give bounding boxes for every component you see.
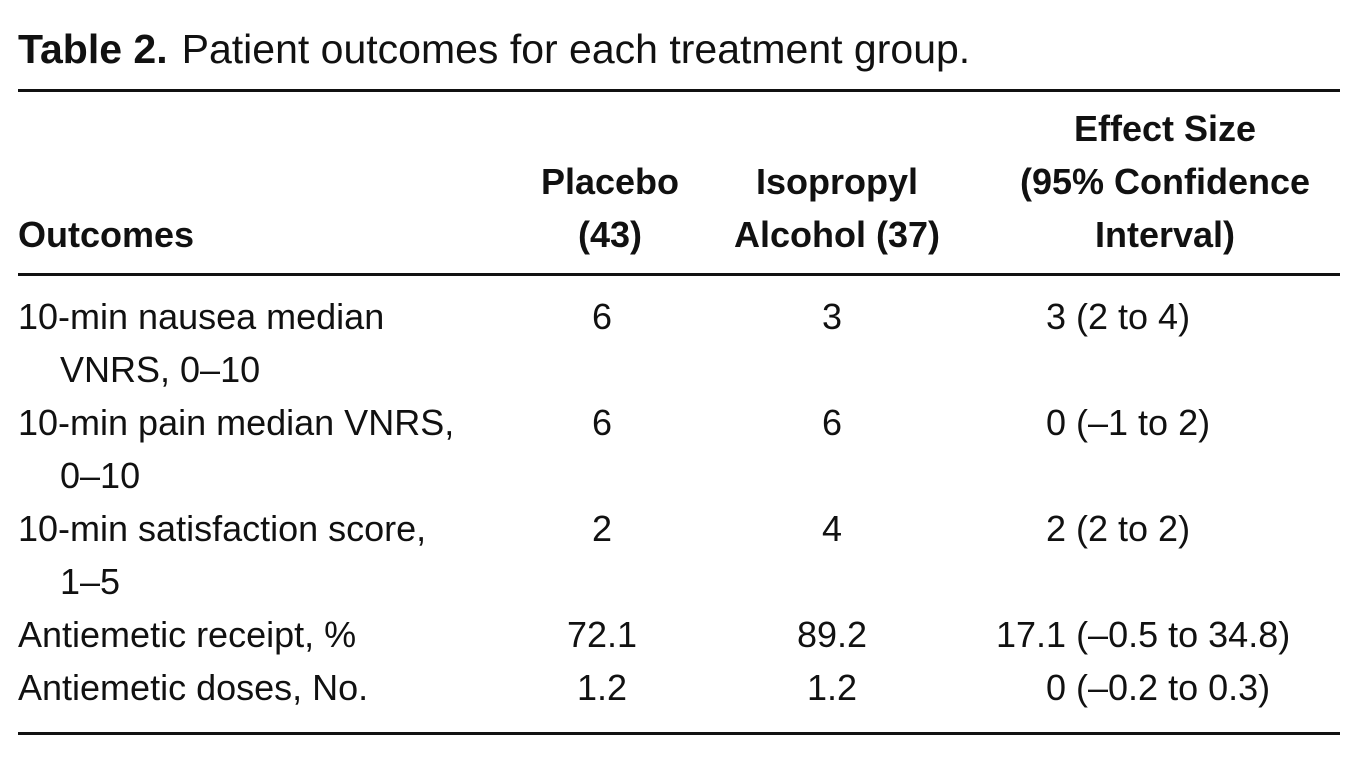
table-caption: Table 2. Patient outcomes for each treatm… [18, 24, 970, 74]
table-row-5-placebo: 1.2 [576, 667, 628, 708]
table-row-3-effect: 2 (2 to 2) [1046, 508, 1191, 549]
table-row-5-isopropyl: 1.2 [806, 667, 858, 708]
table-row-4-isopropyl: 89.2 [796, 614, 868, 655]
table-title: Patient outcomes for each treatment grou… [181, 26, 971, 72]
table-label: Table 2. [18, 26, 168, 72]
top-rule [18, 89, 1340, 92]
table-row-5-outcome: Antiemetic doses, No. [18, 667, 369, 708]
table-row-4-placebo: 72.1 [566, 614, 638, 655]
table-row-1-outcome: 10-min nausea median VNRS, 0–10 [18, 296, 385, 390]
table-row-4-effect: 17.1 (–0.5 to 34.8) [996, 614, 1291, 655]
table-row-2-placebo: 6 [591, 402, 613, 443]
table-row-1-placebo: 6 [591, 296, 613, 337]
header-isopropyl-alcohol: Isopropyl Alcohol (37) [733, 161, 940, 255]
header-placebo: Placebo (43) [540, 161, 680, 255]
header-outcomes: Outcomes [18, 214, 195, 255]
table-row-3-isopropyl: 4 [821, 508, 843, 549]
table-row-3-placebo: 2 [591, 508, 613, 549]
table-row-1-effect: 3 (2 to 4) [1046, 296, 1191, 337]
table-row-5-effect: 0 (–0.2 to 0.3) [1046, 667, 1271, 708]
bottom-rule [18, 732, 1340, 735]
table-row-2-outcome: 10-min pain median VNRS, 0–10 [18, 402, 455, 496]
header-effect-size: Effect Size (95% Confidence Interval) [1019, 108, 1311, 255]
table-row-1-isopropyl: 3 [821, 296, 843, 337]
table-row-2-effect: 0 (–1 to 2) [1046, 402, 1211, 443]
table-row-2-isopropyl: 6 [821, 402, 843, 443]
header-rule [18, 273, 1340, 276]
table-row-4-outcome: Antiemetic receipt, % [18, 614, 357, 655]
table-row-3-outcome: 10-min satisfaction score, 1–5 [18, 508, 427, 602]
